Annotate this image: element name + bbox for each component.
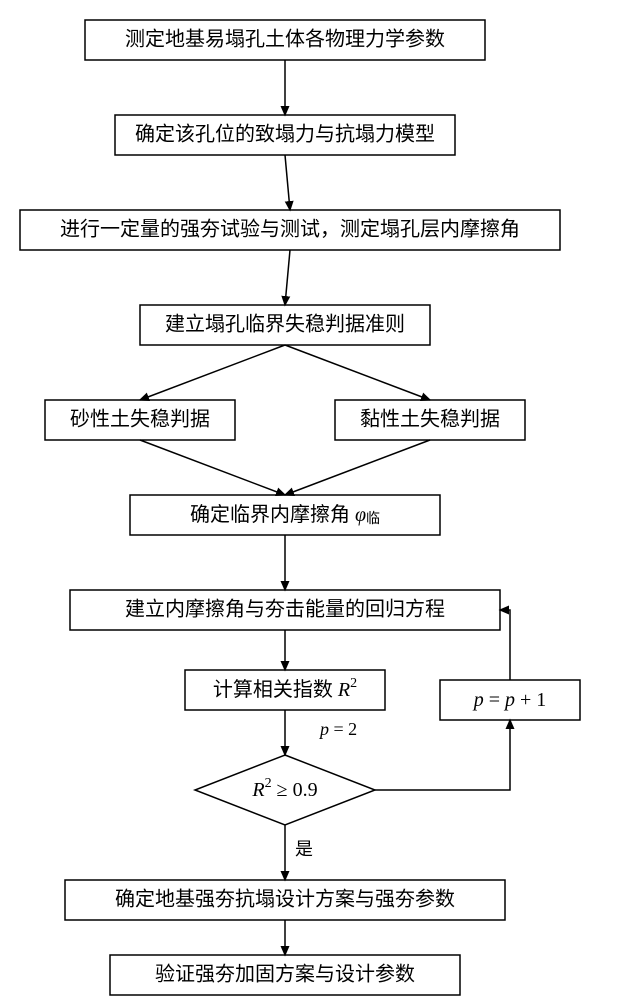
flow-label-n10: p = p + 1 [472, 689, 547, 711]
flow-edge [140, 440, 285, 495]
flow-label-n1: 测定地基易塌孔土体各物理力学参数 [125, 28, 445, 51]
flow-label-n7: 建立内摩擦角与夯击能量的回归方程 [125, 598, 445, 621]
flow-label-n8: 计算相关指数 R2 [213, 676, 357, 701]
flow-label-n4: 建立塌孔临界失稳判据准则 [165, 313, 405, 336]
flow-label-n3: 进行一定量的强夯试验与测试，测定塌孔层内摩擦角 [60, 218, 520, 241]
flow-edge [140, 345, 285, 400]
flow-edge [285, 250, 290, 305]
flow-annotation: p = 2 [318, 719, 357, 739]
flow-label-n11: 确定地基强夯抗塌设计方案与强夯参数 [115, 888, 455, 911]
flowchart-canvas: 测定地基易塌孔土体各物理力学参数确定该孔位的致塌力与抗塌力模型进行一定量的强夯试… [0, 0, 626, 1000]
flow-label-n6: 确定临界内摩擦角 φ临 [190, 503, 380, 528]
flow-label-n2: 确定该孔位的致塌力与抗塌力模型 [135, 123, 435, 146]
flow-edge [285, 440, 430, 495]
flow-label-n9: R2 ≥ 0.9 [251, 776, 317, 801]
flow-label-n12: 验证强夯加固方案与设计参数 [155, 963, 415, 986]
flow-edge [500, 610, 510, 680]
flow-edge [285, 155, 290, 210]
flow-edge [285, 345, 430, 400]
flow-label-n5b: 黏性土失稳判据 [360, 408, 500, 431]
flow-label-n5a: 砂性土失稳判据 [70, 408, 210, 431]
flow-annotation: 是 [295, 839, 313, 859]
flow-edge [375, 720, 510, 790]
